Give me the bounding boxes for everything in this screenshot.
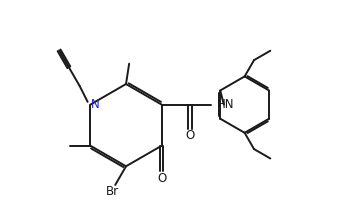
Text: Br: Br [106, 185, 119, 198]
Text: O: O [157, 172, 166, 185]
Text: HN: HN [217, 98, 235, 111]
Text: O: O [185, 129, 194, 142]
Text: N: N [91, 98, 100, 111]
